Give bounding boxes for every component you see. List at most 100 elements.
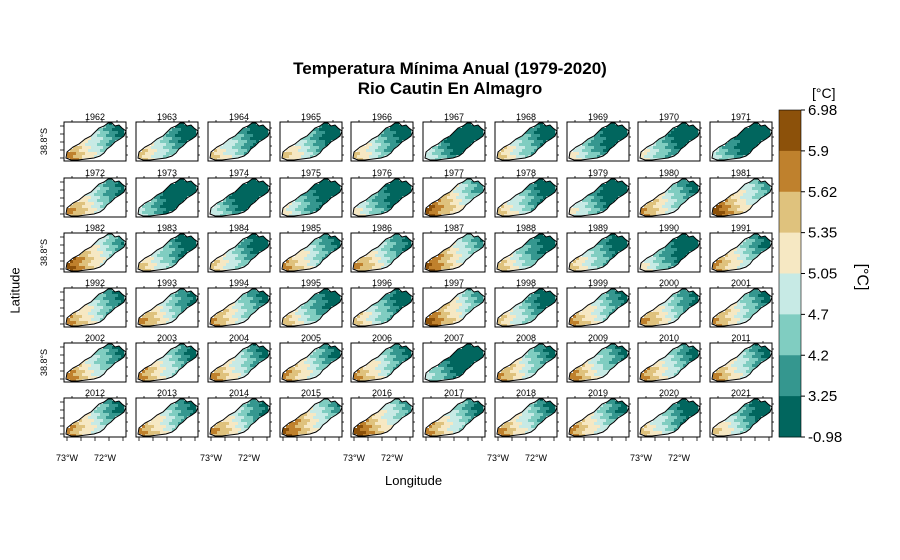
grid-cell — [181, 291, 185, 295]
grid-cell — [238, 202, 242, 206]
grid-cell — [465, 140, 469, 144]
grid-cell — [674, 202, 678, 206]
grid-cell — [175, 187, 179, 191]
grid-cell — [148, 260, 152, 264]
grid-cell — [471, 125, 475, 129]
grid-cell — [357, 324, 361, 326]
grid-cell — [247, 297, 251, 301]
grid-cell — [456, 140, 460, 144]
grid-cell — [154, 140, 158, 144]
grid-cell — [157, 199, 161, 203]
grid-cell — [295, 254, 299, 258]
grid-cell — [531, 297, 535, 301]
grid-cell — [510, 199, 514, 203]
grid-cell — [151, 211, 155, 215]
grid-cell — [692, 187, 696, 191]
panel-1966: 1966 — [350, 112, 415, 162]
grid-cell — [749, 257, 753, 261]
grid-cell — [172, 251, 176, 255]
grid-cell — [328, 131, 332, 135]
grid-cell — [719, 202, 723, 206]
grid-cell — [175, 294, 179, 298]
grid-cell — [298, 306, 302, 310]
grid-cell — [304, 137, 308, 141]
grid-cell — [671, 263, 675, 267]
grid-cell — [441, 318, 445, 322]
grid-cell — [244, 190, 248, 194]
grid-cell — [375, 306, 379, 310]
grid-cell — [145, 152, 149, 156]
grid-cell — [453, 321, 457, 325]
grid-cell — [689, 242, 693, 246]
grid-cell — [680, 306, 684, 310]
grid-cell — [659, 146, 663, 150]
grid-cell — [310, 199, 314, 203]
grid-cell — [112, 239, 116, 243]
grid-cell — [163, 251, 167, 255]
grid-cell — [728, 266, 732, 270]
grid-cell — [190, 300, 194, 304]
grid-cell — [106, 242, 110, 246]
grid-cell — [441, 312, 445, 316]
grid-cell — [594, 208, 598, 212]
grid-cell — [163, 134, 167, 138]
grid-cell — [740, 149, 744, 153]
grid-cell — [307, 318, 311, 322]
grid-cell — [283, 155, 287, 159]
grid-cell — [740, 137, 744, 141]
grid-cell — [612, 187, 616, 191]
grid-cell — [668, 318, 672, 322]
grid-cell — [100, 199, 104, 203]
grid-cell — [232, 193, 236, 197]
grid-cell — [615, 137, 619, 141]
grid-cell — [310, 202, 314, 206]
grid-cell — [262, 291, 266, 295]
grid-cell — [166, 266, 170, 270]
grid-cell — [322, 187, 326, 191]
grid-cell — [528, 245, 532, 249]
grid-cell — [97, 128, 101, 132]
grid-cell — [743, 257, 747, 261]
grid-cell — [737, 257, 741, 261]
grid-cell — [462, 146, 466, 150]
grid-cell — [262, 134, 266, 138]
grid-cell — [462, 140, 466, 144]
grid-cell — [725, 146, 729, 150]
grid-cell — [743, 202, 747, 206]
grid-cell — [85, 140, 89, 144]
grid-cell — [752, 128, 756, 132]
grid-cell — [160, 146, 164, 150]
grid-cell — [576, 155, 580, 159]
grid-cell — [163, 306, 167, 310]
grid-cell — [728, 143, 732, 147]
grid-cell — [665, 146, 669, 150]
grid-cell — [519, 309, 523, 313]
grid-cell — [393, 309, 397, 313]
grid-cell — [716, 208, 720, 212]
grid-cell — [534, 143, 538, 147]
grid-cell — [516, 321, 520, 325]
grid-cell — [528, 294, 532, 298]
grid-cell — [447, 257, 451, 261]
grid-cell — [683, 289, 687, 292]
grid-cell — [606, 187, 610, 191]
grid-cell — [746, 251, 750, 255]
grid-cell — [85, 309, 89, 313]
grid-cell — [91, 263, 95, 267]
grid-cell — [103, 239, 107, 243]
grid-cell — [722, 266, 726, 270]
grid-cell — [166, 297, 170, 301]
grid-cell — [579, 257, 583, 261]
grid-cell — [474, 239, 478, 243]
grid-cell — [435, 152, 439, 156]
grid-cell — [609, 196, 613, 200]
grid-cell — [677, 184, 681, 188]
grid-cell — [325, 248, 329, 252]
grid-cell — [552, 294, 556, 298]
grid-cell — [387, 205, 391, 209]
grid-cell — [689, 184, 693, 188]
grid-cell — [387, 294, 391, 298]
grid-cell — [462, 184, 466, 188]
grid-cell — [612, 236, 616, 240]
grid-cell — [659, 263, 663, 267]
